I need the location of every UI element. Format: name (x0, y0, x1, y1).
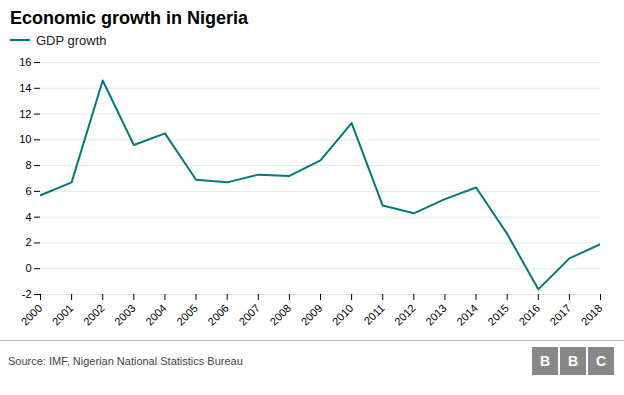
html-text:Source: IMF, Nigerian National: Source: IMF, Nigerian National Statistic… (8, 355, 243, 367)
svg-text:12: 12 (19, 108, 31, 120)
svg-text:2007: 2007 (236, 302, 262, 328)
svg-text:2000: 2000 (19, 302, 45, 328)
svg-text:2002: 2002 (81, 302, 107, 328)
html-text:GDP growth: GDP growth (36, 32, 107, 48)
svg-text:2016: 2016 (516, 302, 542, 328)
svg-text:2004: 2004 (143, 302, 169, 328)
svg-text:6: 6 (25, 185, 31, 197)
svg-text:10: 10 (19, 133, 31, 145)
svg-text:2017: 2017 (547, 302, 573, 328)
svg-text:2009: 2009 (299, 302, 325, 328)
svg-text:2010: 2010 (330, 302, 356, 328)
svg-text:2003: 2003 (112, 302, 138, 328)
svg-text:0: 0 (25, 262, 31, 274)
svg-text:2008: 2008 (267, 302, 293, 328)
svg-text:2018: 2018 (579, 302, 605, 328)
svg-text:2011: 2011 (361, 302, 386, 327)
svg-text:2014: 2014 (454, 302, 480, 328)
html-text:Economic growth in Nigeria: Economic growth in Nigeria (10, 8, 248, 28)
html-text:B: B (567, 353, 579, 369)
svg-text:2012: 2012 (392, 302, 418, 328)
svg-text:14: 14 (19, 82, 31, 94)
svg-text:2001: 2001 (50, 302, 76, 328)
svg-text:4: 4 (25, 211, 31, 223)
html-text:B: B (539, 353, 551, 369)
svg-text:2013: 2013 (423, 302, 449, 328)
svg-text:-2: -2 (22, 288, 32, 300)
svg-text:2006: 2006 (205, 302, 231, 328)
svg-text:2005: 2005 (174, 302, 200, 328)
svg-text:8: 8 (25, 159, 31, 171)
svg-text:2015: 2015 (485, 302, 511, 328)
svg-text:2: 2 (25, 236, 31, 248)
svg-text:16: 16 (19, 56, 31, 68)
html-text:C: C (595, 353, 607, 369)
